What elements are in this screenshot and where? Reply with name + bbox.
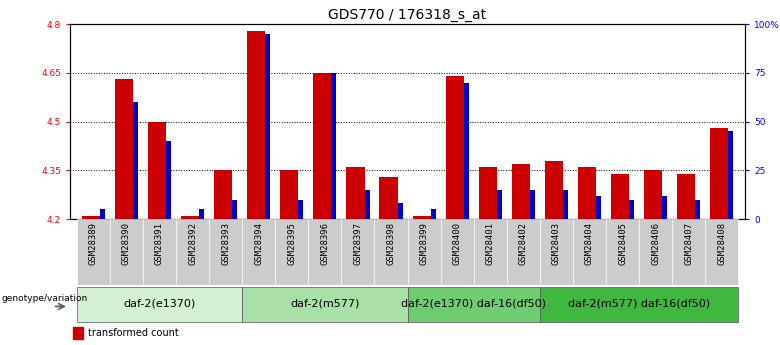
Bar: [308, 219, 342, 285]
Bar: [606, 219, 639, 285]
Bar: [275, 219, 308, 285]
Bar: [441, 219, 473, 285]
Bar: [573, 219, 606, 285]
Bar: [133, 102, 138, 219]
Bar: [242, 219, 275, 285]
Text: GSM28407: GSM28407: [684, 222, 693, 265]
Text: GSM28401: GSM28401: [486, 222, 495, 265]
Bar: [299, 200, 303, 219]
Bar: [280, 170, 299, 219]
Bar: [644, 170, 662, 219]
Text: GSM28405: GSM28405: [618, 222, 627, 265]
Bar: [408, 219, 441, 285]
Bar: [578, 167, 596, 219]
Text: GSM28408: GSM28408: [718, 222, 726, 265]
Bar: [232, 200, 237, 219]
Bar: [540, 287, 739, 322]
Bar: [181, 216, 199, 219]
Title: GDS770 / 176318_s_at: GDS770 / 176318_s_at: [328, 8, 487, 22]
Text: GSM28403: GSM28403: [552, 222, 561, 265]
Text: GSM28400: GSM28400: [452, 222, 462, 265]
Bar: [209, 219, 242, 285]
Bar: [166, 141, 171, 219]
Text: GSM28394: GSM28394: [254, 222, 263, 265]
Text: GSM28404: GSM28404: [585, 222, 594, 265]
Text: GSM28402: GSM28402: [519, 222, 528, 265]
Text: GSM28389: GSM28389: [89, 222, 98, 265]
Bar: [672, 219, 705, 285]
Bar: [629, 200, 634, 219]
Bar: [332, 73, 336, 219]
Bar: [479, 167, 497, 219]
Bar: [100, 209, 105, 219]
Bar: [431, 209, 436, 219]
Bar: [596, 196, 601, 219]
Bar: [214, 170, 232, 219]
Bar: [611, 174, 629, 219]
Bar: [115, 79, 133, 219]
Bar: [374, 219, 408, 285]
Bar: [346, 167, 364, 219]
Bar: [530, 190, 535, 219]
Text: GSM28398: GSM28398: [387, 222, 395, 265]
Bar: [398, 204, 402, 219]
Bar: [242, 287, 407, 322]
Bar: [76, 287, 242, 322]
Text: daf-2(m577) daf-16(df50): daf-2(m577) daf-16(df50): [568, 299, 710, 309]
Bar: [544, 161, 563, 219]
Bar: [445, 76, 464, 219]
Text: GSM28395: GSM28395: [287, 222, 296, 265]
Bar: [540, 219, 573, 285]
Bar: [379, 177, 398, 219]
Bar: [342, 219, 374, 285]
Bar: [265, 34, 271, 219]
Bar: [413, 216, 431, 219]
Bar: [662, 196, 667, 219]
Bar: [364, 190, 370, 219]
Bar: [143, 219, 176, 285]
Bar: [464, 83, 469, 219]
Text: GSM28390: GSM28390: [122, 222, 131, 265]
Text: GSM28396: GSM28396: [321, 222, 329, 265]
Bar: [314, 73, 332, 219]
Bar: [76, 219, 110, 285]
Text: daf-2(e1370): daf-2(e1370): [123, 299, 196, 309]
Text: transformed count: transformed count: [88, 328, 179, 338]
Bar: [639, 219, 672, 285]
Bar: [82, 216, 100, 219]
Bar: [507, 219, 540, 285]
Bar: [729, 131, 733, 219]
Text: genotype/variation: genotype/variation: [2, 294, 87, 303]
Bar: [473, 219, 507, 285]
Bar: [247, 31, 265, 219]
Bar: [705, 219, 739, 285]
Text: GSM28392: GSM28392: [188, 222, 197, 265]
Bar: [110, 219, 143, 285]
Bar: [408, 287, 540, 322]
Bar: [148, 122, 166, 219]
Text: daf-2(e1370) daf-16(df50): daf-2(e1370) daf-16(df50): [401, 299, 546, 309]
Bar: [199, 209, 204, 219]
Text: GSM28399: GSM28399: [420, 222, 428, 265]
Bar: [176, 219, 209, 285]
Bar: [695, 200, 700, 219]
Bar: [512, 164, 530, 219]
Bar: [677, 174, 695, 219]
Bar: [563, 190, 568, 219]
Bar: [497, 190, 502, 219]
Bar: [73, 327, 83, 339]
Text: daf-2(m577): daf-2(m577): [290, 299, 360, 309]
Text: GSM28393: GSM28393: [222, 222, 230, 265]
Text: GSM28391: GSM28391: [155, 222, 164, 265]
Text: GSM28406: GSM28406: [651, 222, 660, 265]
Bar: [710, 128, 729, 219]
Text: GSM28397: GSM28397: [353, 222, 363, 265]
